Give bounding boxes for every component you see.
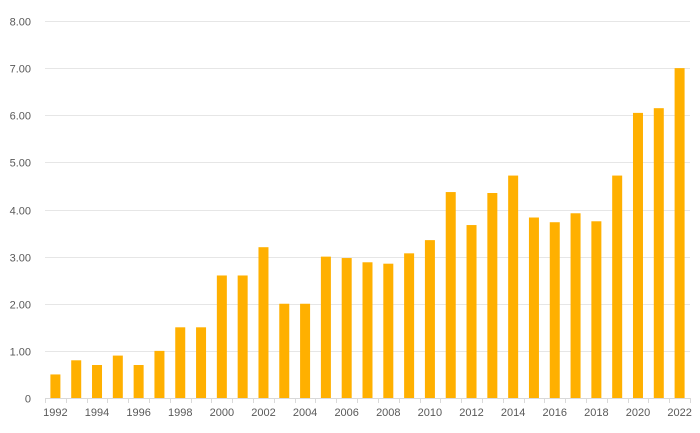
y-tick-label: 5.00 [10,158,31,170]
y-axis-tick-labels: 0 1.00 2.00 3.00 4.00 5.00 6.00 7.00 8.00 [10,17,31,406]
bar-2010 [424,240,435,398]
bar-2017 [570,213,581,398]
x-tick-label: 1998 [168,407,192,419]
x-axis [45,398,691,403]
x-axis-tick-labels: 1992 1994 1996 1998 2000 2002 2004 2006 2008 2010… [43,407,692,419]
x-tick-label: 1992 [43,407,67,419]
x-tick-label: 2012 [459,407,483,419]
bar-2003 [279,303,290,398]
y-tick-label: 0 [25,394,31,406]
bar-1999 [196,327,207,398]
y-tick-label: 4.00 [10,206,31,218]
bar-2002 [258,247,269,398]
y-tick-label: 6.00 [10,111,31,123]
y-tick-label: 2.00 [10,300,31,312]
x-tick-label: 2004 [293,407,317,419]
bar-2008 [383,263,394,398]
x-tick-label: 2020 [626,407,650,419]
bar-1995 [112,355,123,398]
bar-2016 [549,222,560,398]
bar-2015 [528,217,539,398]
bar-2012 [466,225,477,398]
bar-1998 [175,327,186,398]
bar-1997 [154,350,165,399]
x-tick-label: 1996 [126,407,150,419]
bar-2005 [320,256,331,399]
bar-2006 [341,258,352,398]
bar-2019 [612,175,623,398]
bar-1996 [133,365,144,398]
bar-2000 [216,275,227,398]
gridlines [45,21,690,352]
y-tick-label: 3.00 [10,253,31,265]
bar-2004 [300,303,311,398]
bar-2014 [508,175,519,398]
bar-2018 [591,221,602,398]
x-tick-label: 2022 [667,407,691,419]
bar-2013 [487,193,498,398]
x-tick-label: 2002 [251,407,275,419]
bar-2011 [445,192,456,398]
bar-1992 [50,374,61,398]
bar-2020 [632,112,643,398]
y-tick-label: 1.00 [10,347,31,359]
x-tick-label: 2016 [543,407,567,419]
bar-2022 [674,68,685,399]
y-tick-label: 7.00 [10,64,31,76]
bar-2007 [362,262,373,398]
x-tick-label: 2000 [210,407,234,419]
x-tick-label: 2010 [418,407,442,419]
bar-1993 [71,360,82,398]
bars [50,68,685,399]
bar-1994 [92,365,103,398]
bar-2021 [653,108,664,399]
x-tick-label: 2018 [584,407,608,419]
x-tick-label: 2008 [376,407,400,419]
bar-2009 [404,253,415,398]
x-tick-label: 2014 [501,407,525,419]
x-tick-label: 2006 [334,407,358,419]
y-tick-label: 8.00 [10,17,31,29]
bar-2001 [237,275,248,398]
x-tick-label: 1994 [85,407,109,419]
